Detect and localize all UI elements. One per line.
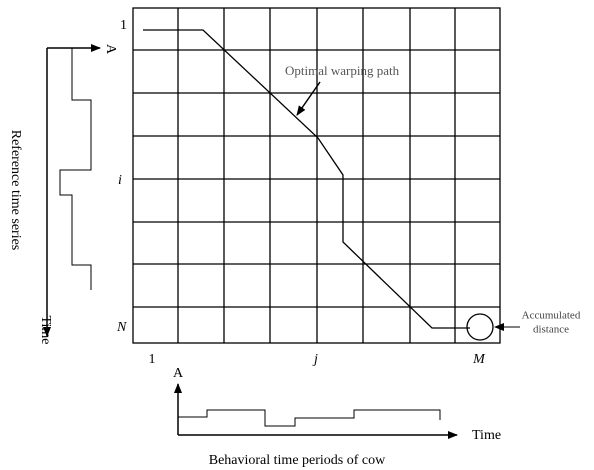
- reference-series: [43, 44, 101, 337]
- warping-path: [143, 29, 470, 329]
- grid: [132, 7, 501, 344]
- row-label: N: [116, 320, 127, 335]
- col-label: M: [472, 352, 486, 367]
- accumulated-circle: [466, 313, 494, 341]
- behavioral-series: [174, 383, 458, 439]
- behavioral-axis: Time: [472, 428, 501, 443]
- behavioral-amplitude: A: [173, 366, 184, 381]
- reference-title: Reference time series: [8, 130, 23, 251]
- path-pointer: [296, 81, 321, 116]
- col-label: 1: [149, 352, 156, 367]
- row-label: 1: [120, 18, 127, 33]
- distance-label: distance: [533, 324, 569, 336]
- reference-axis: Time: [38, 315, 53, 344]
- col-label: j: [312, 352, 318, 367]
- behavioral-caption: Behavioral time periods of cow: [209, 453, 386, 468]
- distance-label: Accumulated: [522, 310, 581, 322]
- row-label: i: [118, 173, 122, 188]
- path-label: Optimal warping path: [285, 63, 400, 78]
- row-label: A: [103, 44, 118, 55]
